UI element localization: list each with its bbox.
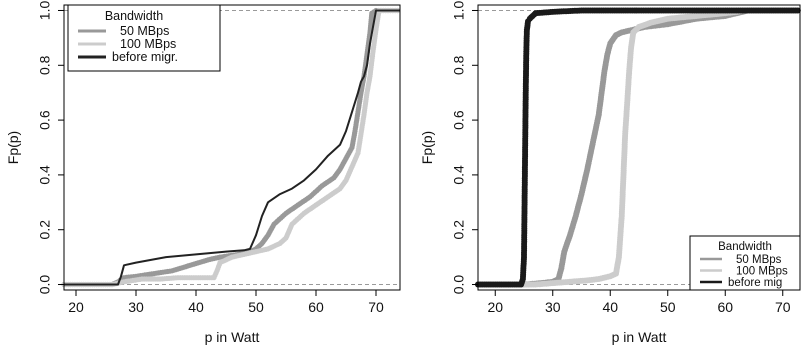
x-tick-label: 30 [128,299,144,315]
y-axis-label: Fp(p) [419,131,435,164]
series-3-group [475,7,801,288]
series-2-group [61,7,401,288]
y-tick-label: 1.0 [37,1,53,21]
x-tick-label: 60 [717,299,733,315]
legend-box [67,4,221,72]
y-tick-label: 1.0 [451,1,467,21]
y-tick-label: 0.4 [451,165,467,185]
y-tick-label: 0.0 [37,275,53,295]
legend-entry-label: 100 MBps [120,37,176,51]
x-tick-label: 40 [188,299,204,315]
y-tick-label: 0.6 [451,110,467,130]
chart-panel-1: 20 30 40 50 60 70 0.0 0.2 0.4 0.6 0.8 1.0 p in Watt F… [5,1,401,345]
x-axis-label: p in Watt [205,329,260,345]
plot-area-frame [477,4,801,291]
legend-entry-label: 50 MBps [120,24,169,38]
y-axis-label: Fp(p) [5,131,21,164]
series-3-group [64,9,400,286]
y-tick-label: 0.8 [37,55,53,75]
legend-title: Bandwidth [718,241,772,253]
series-line-3 [64,9,400,286]
y-tick-label: 0.4 [37,165,53,185]
legend-entry-label: 100 MBps [736,266,788,278]
x-tick-label: 40 [602,299,618,315]
y-tick-label: 0.6 [37,110,53,130]
series-point-3 [794,7,801,14]
y-tick-label: 0.0 [451,275,467,295]
y-tick-label: 0.8 [451,55,467,75]
legend-entry-label: before migr. [112,50,178,64]
x-tick-label: 30 [545,299,561,315]
legend-title: Bandwidth [105,9,163,23]
x-tick-label: 50 [248,299,264,315]
legend-entry-label: before mig [728,277,782,289]
x-tick-label: 20 [68,299,84,315]
y-tick-label: 0.2 [451,220,467,240]
legend-entry-label: 50 MBps [736,254,782,266]
chart-panel-2: 20 30 40 50 60 70 0.0 0.2 0.4 0.6 0.8 1.0 p in Watt F… [419,1,801,345]
x-tick-label: 20 [487,299,503,315]
y-tick-label: 0.2 [37,220,53,240]
x-tick-label: 50 [660,299,676,315]
x-tick-label: 70 [775,299,791,315]
x-tick-label: 70 [368,299,384,315]
x-tick-label: 60 [308,299,324,315]
plot-area-frame [63,4,401,291]
x-axis-label: p in Watt [612,329,667,345]
